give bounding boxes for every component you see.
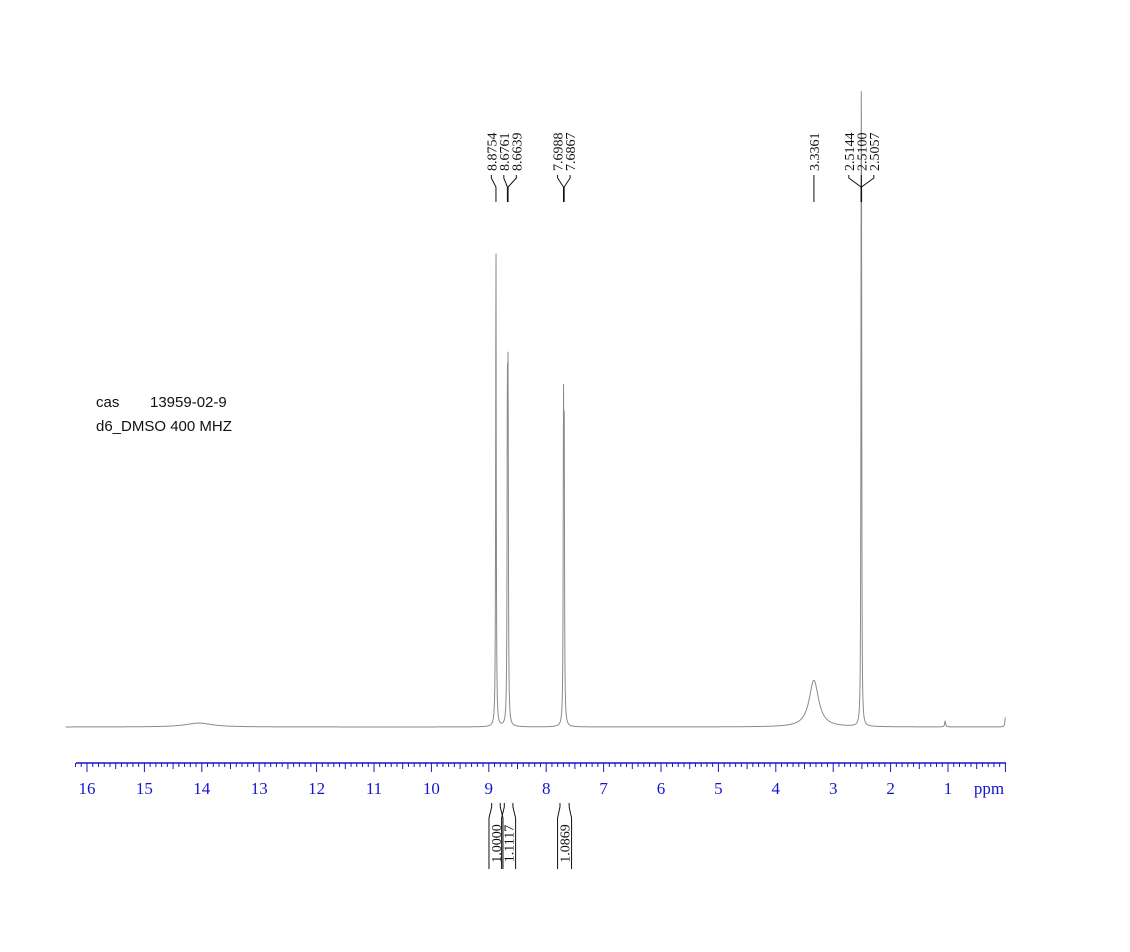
integral-bracket bbox=[568, 803, 573, 869]
tick-label: 15 bbox=[136, 779, 153, 798]
integral-value: 1.1117 bbox=[503, 825, 518, 862]
tick-label: 10 bbox=[423, 779, 440, 798]
tick-label: 11 bbox=[366, 779, 382, 798]
cas-row: cas 13959-02-9 bbox=[96, 394, 232, 411]
sample-info: cas 13959-02-9 d6_DMSO 400 MHZ bbox=[96, 394, 232, 435]
tick-label: 12 bbox=[308, 779, 325, 798]
peak-label: 8.6639 bbox=[510, 133, 525, 172]
peak-connector bbox=[861, 175, 875, 202]
peak-connector bbox=[503, 175, 508, 202]
peak-label: 2.5144 bbox=[843, 133, 858, 172]
peak-connector bbox=[507, 175, 517, 202]
peak-label: 7.6988 bbox=[552, 133, 567, 172]
integral-bracket bbox=[499, 803, 504, 869]
tick-label: 1 bbox=[944, 779, 953, 798]
peak-label: 8.8754 bbox=[485, 133, 500, 172]
peak-label: 7.6867 bbox=[564, 133, 579, 172]
peak-label: 3.3361 bbox=[808, 133, 823, 172]
peak-connector bbox=[557, 175, 564, 202]
tick-label: 8 bbox=[542, 779, 551, 798]
peak-label: 8.6761 bbox=[498, 133, 513, 172]
solvent-frequency: d6_DMSO 400 MHZ bbox=[96, 418, 232, 435]
peak-connector bbox=[563, 175, 571, 202]
tick-label: 14 bbox=[193, 779, 211, 798]
cas-label: cas bbox=[96, 394, 120, 411]
tick-label: 6 bbox=[657, 779, 666, 798]
peak-connector bbox=[490, 175, 497, 202]
spectrum-layer bbox=[65, 91, 1006, 728]
integral-bracket bbox=[501, 803, 505, 869]
x-axis-label: ppm bbox=[974, 779, 1004, 798]
peak-connector bbox=[848, 175, 862, 202]
tick-label: 9 bbox=[485, 779, 494, 798]
tick-label: 3 bbox=[829, 779, 838, 798]
tick-label: 2 bbox=[886, 779, 895, 798]
integral-bracket bbox=[557, 803, 561, 869]
tick-label: 13 bbox=[251, 779, 268, 798]
integral-value: 1.0869 bbox=[559, 824, 574, 863]
tick-label: 5 bbox=[714, 779, 723, 798]
tick-label: 4 bbox=[772, 779, 781, 798]
tick-label: 16 bbox=[79, 779, 96, 798]
peak-label: 2.5057 bbox=[868, 133, 883, 172]
integral-bracket bbox=[512, 803, 517, 869]
integral-bracket bbox=[488, 803, 493, 869]
peak-label: 2.5100 bbox=[855, 133, 870, 172]
spectrum-trace bbox=[65, 91, 1006, 728]
cas-number: 13959-02-9 bbox=[150, 394, 227, 411]
tick-label: 7 bbox=[599, 779, 608, 798]
x-axis: 16 15 14 13 12 11 10 9 8 7 6 5 4 3 2 1 ppm bbox=[75, 762, 1006, 798]
